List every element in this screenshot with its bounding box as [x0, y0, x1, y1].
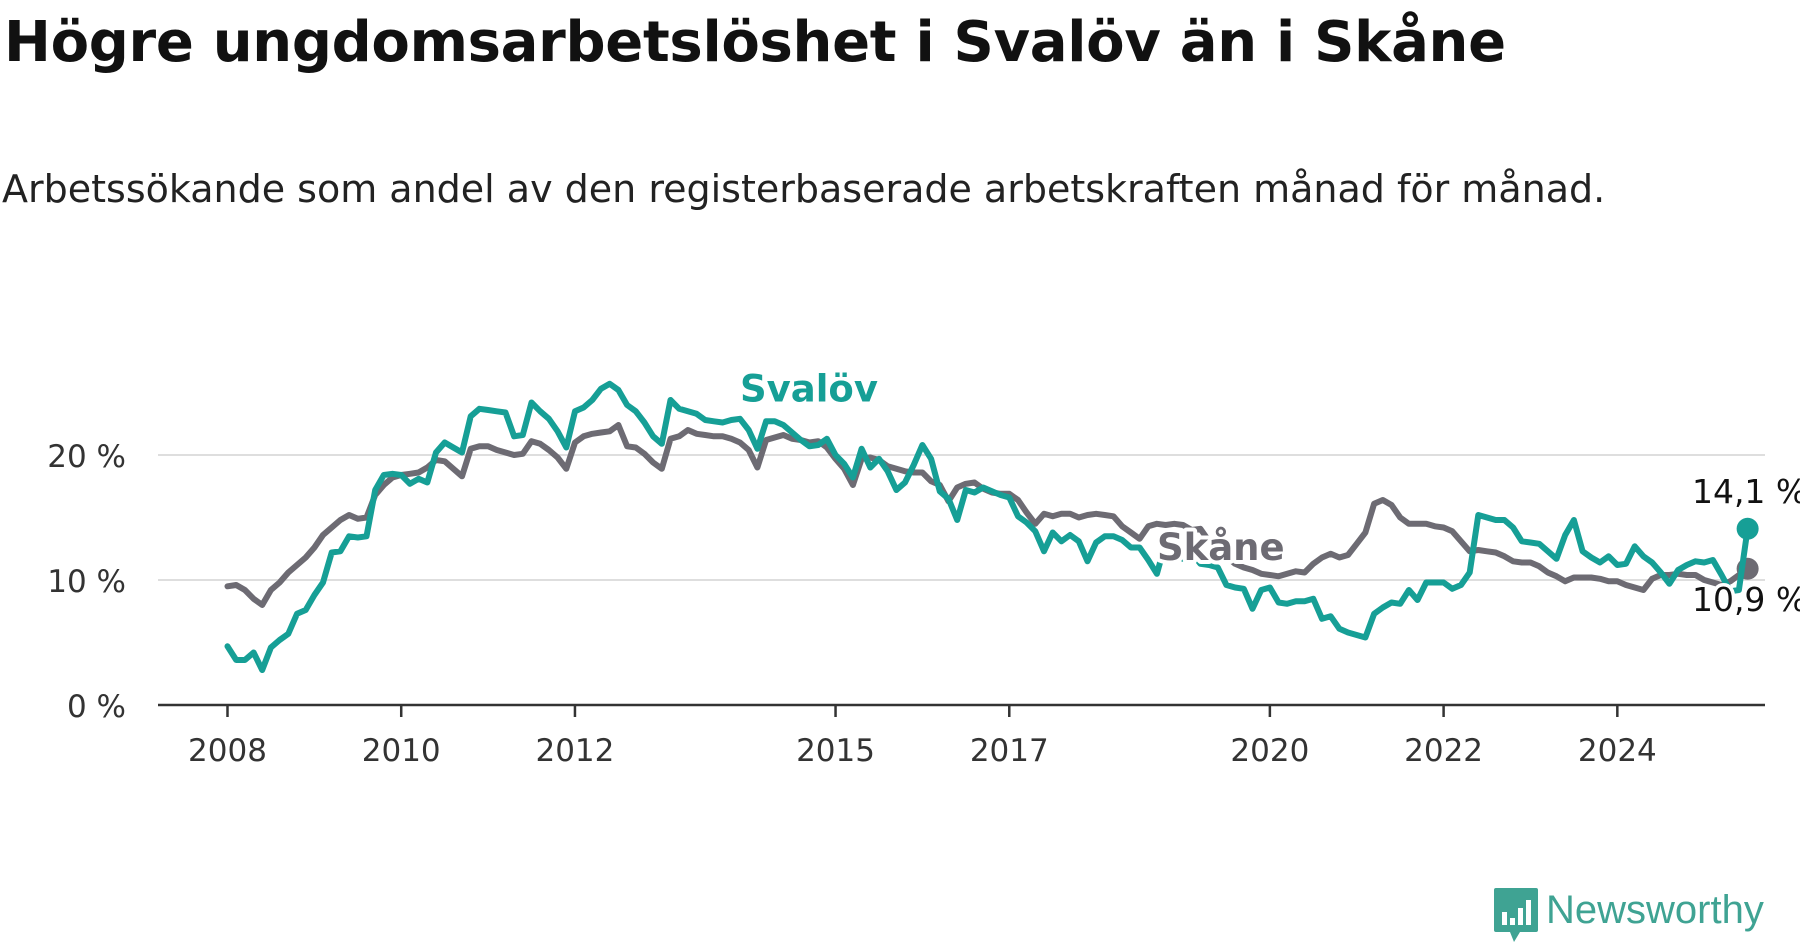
x-tick-label-2022: 2022: [1404, 733, 1483, 769]
x-tick-label-2015: 2015: [796, 733, 875, 769]
x-tick-label-2010: 2010: [362, 733, 441, 769]
chart-subtitle: Arbetssökande som andel av den registerb…: [2, 167, 1606, 211]
x-tick-label-2008: 2008: [188, 733, 267, 769]
end-value-label-svalöv: 14,1 %: [1692, 472, 1800, 511]
x-tick-label-2017: 2017: [970, 733, 1049, 769]
newsworthy-logo: Newsworthy: [1492, 880, 1792, 944]
newsworthy-logo-icon: [1494, 888, 1538, 942]
y-axis: 0 % 10 % 20 %: [47, 439, 126, 725]
x-axis: 2008 2010 2012 2015 2017 2020 2022 2024: [158, 703, 1765, 769]
x-tick-label-2020: 2020: [1230, 733, 1309, 769]
newsworthy-wordmark: Newsworthy: [1546, 888, 1764, 932]
y-tick-label-20: 20 %: [47, 439, 126, 475]
series-label-svalöv: Svalöv: [740, 367, 878, 410]
series-line-svalöv: [224, 380, 1751, 673]
series-label-skåne: Skåne: [1157, 526, 1285, 569]
line-chart: 0 % 10 % 20 % 2008 2010 2012 2015 2017 2020 2022…: [47, 363, 1800, 769]
series-lines: [224, 380, 1759, 673]
end-value-label-skåne: 10,9 %: [1692, 580, 1800, 619]
chart-title: Högre ungdomsarbetslöshet i Svalöv än i …: [4, 10, 1506, 75]
x-tick-label-2024: 2024: [1578, 733, 1657, 769]
end-point-svalöv: [1736, 517, 1759, 540]
series-labels: Skåne 10,9 % Svalöv 14,1 %: [736, 363, 1800, 622]
grid-lines: [158, 454, 1765, 581]
y-tick-label-10: 10 %: [47, 564, 126, 600]
x-tick-label-2012: 2012: [535, 733, 614, 769]
y-tick-label-0: 0 %: [67, 689, 126, 725]
